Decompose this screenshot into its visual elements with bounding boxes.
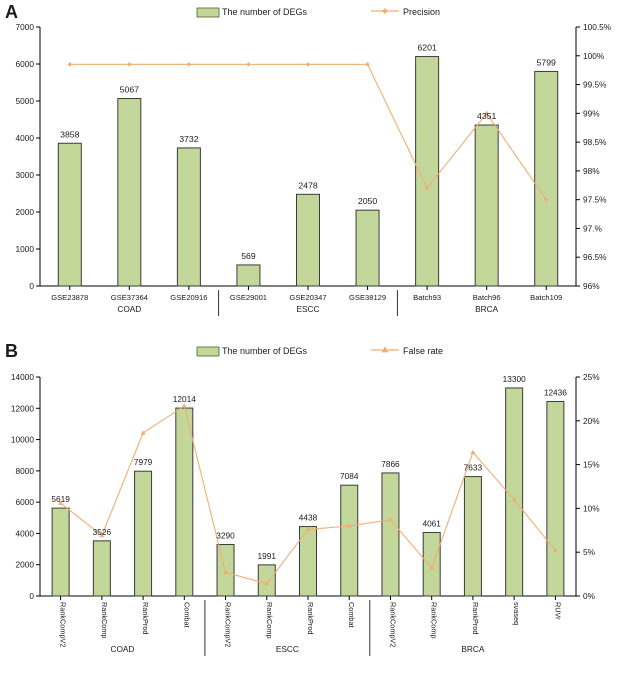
svg-text:4000: 4000 (16, 528, 35, 538)
svg-text:20%: 20% (583, 416, 600, 426)
svg-text:False rate: False rate (403, 346, 443, 356)
svg-text:99%: 99% (583, 108, 600, 118)
svg-text:5%: 5% (583, 547, 596, 557)
svg-text:7866: 7866 (381, 459, 400, 469)
svg-text:A: A (5, 2, 18, 22)
svg-text:RankCompV2: RankCompV2 (224, 602, 233, 647)
svg-text:7084: 7084 (340, 471, 359, 481)
svg-text:5799: 5799 (537, 57, 556, 67)
svg-text:Precision: Precision (403, 7, 440, 17)
svg-text:svaseq: svaseq (512, 602, 521, 625)
svg-text:6000: 6000 (16, 59, 35, 69)
svg-text:GSE37364: GSE37364 (111, 293, 148, 302)
svg-text:RankProd: RankProd (141, 602, 150, 634)
svg-text:6201: 6201 (417, 43, 436, 53)
svg-text:98.5%: 98.5% (583, 137, 607, 147)
svg-text:2478: 2478 (298, 180, 317, 190)
svg-text:96%: 96% (583, 281, 600, 291)
svg-text:4438: 4438 (299, 513, 318, 523)
svg-text:RankProd: RankProd (471, 602, 480, 634)
svg-text:6000: 6000 (16, 497, 35, 507)
svg-text:GSE38129: GSE38129 (349, 293, 386, 302)
svg-text:ESCC: ESCC (296, 304, 319, 314)
svg-text:0: 0 (29, 591, 34, 601)
svg-text:3732: 3732 (179, 134, 198, 144)
svg-text:15%: 15% (583, 460, 600, 470)
svg-text:B: B (5, 341, 18, 361)
svg-text:The number of DEGs: The number of DEGs (222, 346, 308, 356)
svg-text:5000: 5000 (16, 96, 35, 106)
svg-text:BRCA: BRCA (461, 644, 485, 654)
svg-text:98%: 98% (583, 166, 600, 176)
svg-text:2050: 2050 (358, 196, 377, 206)
svg-text:Batch109: Batch109 (530, 293, 562, 302)
svg-text:100.5%: 100.5% (583, 22, 612, 32)
svg-text:RankCompV2: RankCompV2 (388, 602, 397, 647)
svg-text:7979: 7979 (134, 457, 153, 467)
svg-text:96.5%: 96.5% (583, 252, 607, 262)
svg-text:3858: 3858 (60, 129, 79, 139)
svg-text:13300: 13300 (503, 374, 526, 384)
svg-text:Batch93: Batch93 (413, 293, 441, 302)
svg-text:0%: 0% (583, 591, 596, 601)
svg-text:12014: 12014 (173, 394, 196, 404)
svg-text:RankCompV2: RankCompV2 (59, 602, 68, 647)
svg-text:RankProd: RankProd (306, 602, 315, 634)
svg-text:1991: 1991 (258, 551, 277, 561)
svg-text:7000: 7000 (16, 22, 35, 32)
svg-text:The number of DEGs: The number of DEGs (222, 7, 308, 17)
svg-text:8000: 8000 (16, 466, 35, 476)
svg-text:RUVr: RUVr (553, 602, 562, 620)
svg-text:Combat: Combat (182, 602, 191, 628)
svg-text:99.5%: 99.5% (583, 80, 607, 90)
svg-text:4351: 4351 (477, 111, 496, 121)
svg-text:Combat: Combat (347, 602, 356, 628)
svg-text:14000: 14000 (11, 372, 34, 382)
svg-text:0: 0 (29, 281, 34, 291)
svg-text:12000: 12000 (11, 403, 34, 413)
svg-text:GSE29001: GSE29001 (230, 293, 267, 302)
svg-text:BRCA: BRCA (475, 304, 499, 314)
svg-text:COAD: COAD (117, 304, 141, 314)
svg-text:3290: 3290 (216, 531, 235, 541)
svg-text:97.%: 97.% (583, 223, 603, 233)
svg-text:COAD: COAD (110, 644, 134, 654)
svg-text:RankComp: RankComp (100, 602, 109, 639)
svg-text:1000: 1000 (16, 244, 35, 254)
svg-text:5619: 5619 (51, 494, 70, 504)
svg-text:7633: 7633 (464, 463, 483, 473)
svg-text:10%: 10% (583, 503, 600, 513)
svg-text:RankComp: RankComp (430, 602, 439, 639)
svg-text:10000: 10000 (11, 435, 34, 445)
svg-text:2000: 2000 (16, 560, 35, 570)
svg-text:4000: 4000 (16, 133, 35, 143)
svg-text:2000: 2000 (16, 207, 35, 217)
svg-text:RankComp: RankComp (265, 602, 274, 639)
svg-text:100%: 100% (583, 51, 605, 61)
svg-text:5067: 5067 (120, 85, 139, 95)
svg-text:ESCC: ESCC (276, 644, 299, 654)
svg-text:4061: 4061 (422, 518, 441, 528)
svg-text:GSE20347: GSE20347 (289, 293, 326, 302)
svg-text:12436: 12436 (544, 387, 567, 397)
svg-text:3000: 3000 (16, 170, 35, 180)
svg-text:569: 569 (241, 251, 256, 261)
svg-text:GSE23878: GSE23878 (51, 293, 88, 302)
svg-text:3526: 3526 (93, 527, 112, 537)
svg-text:25%: 25% (583, 372, 600, 382)
svg-text:GSE20916: GSE20916 (170, 293, 207, 302)
svg-text:97.5%: 97.5% (583, 195, 607, 205)
svg-text:Batch96: Batch96 (473, 293, 501, 302)
